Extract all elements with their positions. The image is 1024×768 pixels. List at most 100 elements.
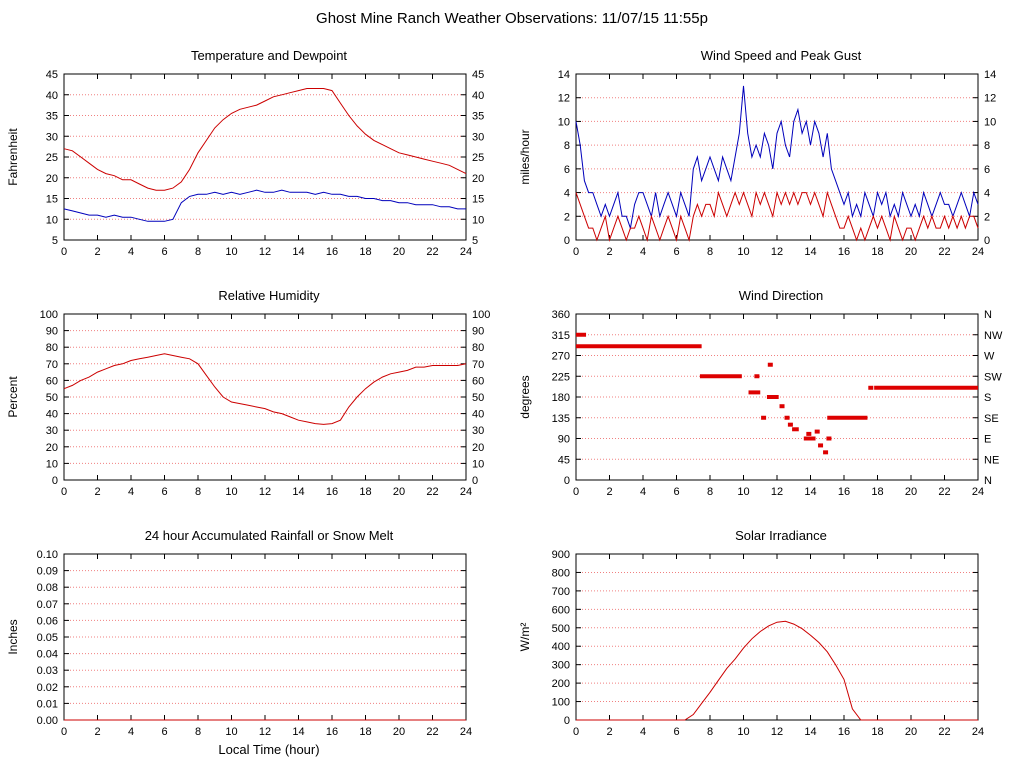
svg-text:0: 0 — [573, 246, 579, 258]
svg-text:30: 30 — [472, 425, 484, 437]
svg-text:135: 135 — [552, 413, 570, 425]
svg-text:700: 700 — [552, 586, 570, 598]
svg-text:NW: NW — [984, 330, 1003, 342]
svg-text:900: 900 — [552, 549, 570, 561]
svg-text:16: 16 — [326, 726, 338, 738]
svg-text:4: 4 — [640, 726, 646, 738]
svg-text:100: 100 — [552, 697, 570, 709]
svg-text:2: 2 — [606, 246, 612, 258]
chart-title-solar: Solar Irradiance — [735, 528, 827, 543]
svg-text:20: 20 — [393, 246, 405, 258]
svg-text:90: 90 — [558, 434, 570, 446]
svg-text:90: 90 — [472, 326, 484, 338]
svg-text:60: 60 — [472, 375, 484, 387]
svg-text:8: 8 — [195, 486, 201, 498]
svg-text:SW: SW — [984, 371, 1002, 383]
svg-text:22: 22 — [426, 486, 438, 498]
svg-text:2: 2 — [94, 726, 100, 738]
svg-text:0: 0 — [564, 235, 570, 247]
svg-text:18: 18 — [871, 726, 883, 738]
svg-text:25: 25 — [472, 152, 484, 164]
svg-text:10: 10 — [558, 116, 570, 128]
svg-text:4: 4 — [128, 726, 134, 738]
svg-text:600: 600 — [552, 604, 570, 616]
svg-text:100: 100 — [472, 309, 490, 321]
svg-text:24: 24 — [460, 486, 472, 498]
svg-text:N: N — [984, 309, 992, 321]
svg-text:70: 70 — [472, 359, 484, 371]
svg-text:8: 8 — [707, 486, 713, 498]
svg-text:0.04: 0.04 — [37, 649, 58, 661]
svg-text:0.00: 0.00 — [37, 715, 58, 727]
svg-text:0: 0 — [61, 726, 67, 738]
svg-text:270: 270 — [552, 351, 570, 363]
svg-text:0.02: 0.02 — [37, 682, 58, 694]
chart-cell-rainfall: 24 hour Accumulated Rainfall or Snow Mel… — [0, 518, 512, 758]
svg-text:10: 10 — [46, 214, 58, 226]
svg-text:6: 6 — [161, 246, 167, 258]
svg-text:10: 10 — [737, 726, 749, 738]
svg-text:300: 300 — [552, 660, 570, 672]
svg-text:degrees: degrees — [518, 375, 532, 418]
svg-text:0: 0 — [52, 475, 58, 487]
svg-text:20: 20 — [46, 173, 58, 185]
svg-text:14: 14 — [804, 486, 816, 498]
svg-text:40: 40 — [472, 90, 484, 102]
svg-text:6: 6 — [984, 164, 990, 176]
svg-text:0: 0 — [573, 726, 579, 738]
svg-text:8: 8 — [564, 140, 570, 152]
svg-text:6: 6 — [161, 726, 167, 738]
svg-text:0: 0 — [61, 486, 67, 498]
svg-text:180: 180 — [552, 392, 570, 404]
svg-text:80: 80 — [46, 342, 58, 354]
svg-text:10: 10 — [737, 486, 749, 498]
svg-text:0: 0 — [472, 475, 478, 487]
chart-title-rainfall: 24 hour Accumulated Rainfall or Snow Mel… — [144, 528, 394, 543]
svg-text:25: 25 — [46, 152, 58, 164]
svg-text:16: 16 — [326, 246, 338, 258]
svg-text:500: 500 — [552, 623, 570, 635]
svg-text:45: 45 — [46, 69, 58, 81]
svg-text:20: 20 — [905, 486, 917, 498]
svg-text:18: 18 — [871, 246, 883, 258]
chart-title-wind-direction: Wind Direction — [738, 288, 824, 303]
svg-text:2: 2 — [606, 726, 612, 738]
svg-text:5: 5 — [472, 235, 478, 247]
svg-text:360: 360 — [552, 309, 570, 321]
svg-text:8: 8 — [195, 246, 201, 258]
svg-text:0: 0 — [564, 475, 570, 487]
svg-text:20: 20 — [393, 486, 405, 498]
svg-text:315: 315 — [552, 330, 570, 342]
svg-text:4: 4 — [128, 246, 134, 258]
svg-text:0.03: 0.03 — [37, 665, 58, 677]
svg-text:8: 8 — [195, 726, 201, 738]
svg-text:12: 12 — [259, 246, 271, 258]
svg-text:45: 45 — [472, 69, 484, 81]
svg-text:20: 20 — [46, 442, 58, 454]
svg-text:22: 22 — [938, 486, 950, 498]
chart-cell-wind-speed: Wind Speed and Peak Gust 0 0 2 2 4 4 6 6 8 8 10 10 1… — [512, 38, 1024, 278]
svg-text:6: 6 — [673, 246, 679, 258]
svg-text:0.05: 0.05 — [37, 632, 58, 644]
svg-text:0: 0 — [573, 486, 579, 498]
svg-text:W/m²: W/m² — [518, 623, 532, 652]
svg-text:400: 400 — [552, 641, 570, 653]
svg-text:4: 4 — [984, 188, 990, 200]
svg-text:10: 10 — [225, 246, 237, 258]
page-title: Ghost Mine Ranch Weather Observations: 1… — [316, 10, 708, 27]
chart-cell-solar: Solar Irradiance 0 100 200 300 400 500 600 700 8… — [512, 518, 1024, 758]
svg-text:18: 18 — [359, 726, 371, 738]
svg-text:8: 8 — [707, 726, 713, 738]
svg-text:225: 225 — [552, 371, 570, 383]
svg-text:SE: SE — [984, 413, 999, 425]
chart-cell-humidity: Relative Humidity 0 0 10 10 20 20 30 30 40 40 50 50… — [0, 278, 512, 518]
svg-text:10: 10 — [225, 726, 237, 738]
svg-text:40: 40 — [472, 409, 484, 421]
svg-text:2: 2 — [94, 486, 100, 498]
svg-text:18: 18 — [359, 246, 371, 258]
svg-text:6: 6 — [673, 486, 679, 498]
svg-text:0.06: 0.06 — [37, 615, 58, 627]
svg-text:12: 12 — [771, 726, 783, 738]
